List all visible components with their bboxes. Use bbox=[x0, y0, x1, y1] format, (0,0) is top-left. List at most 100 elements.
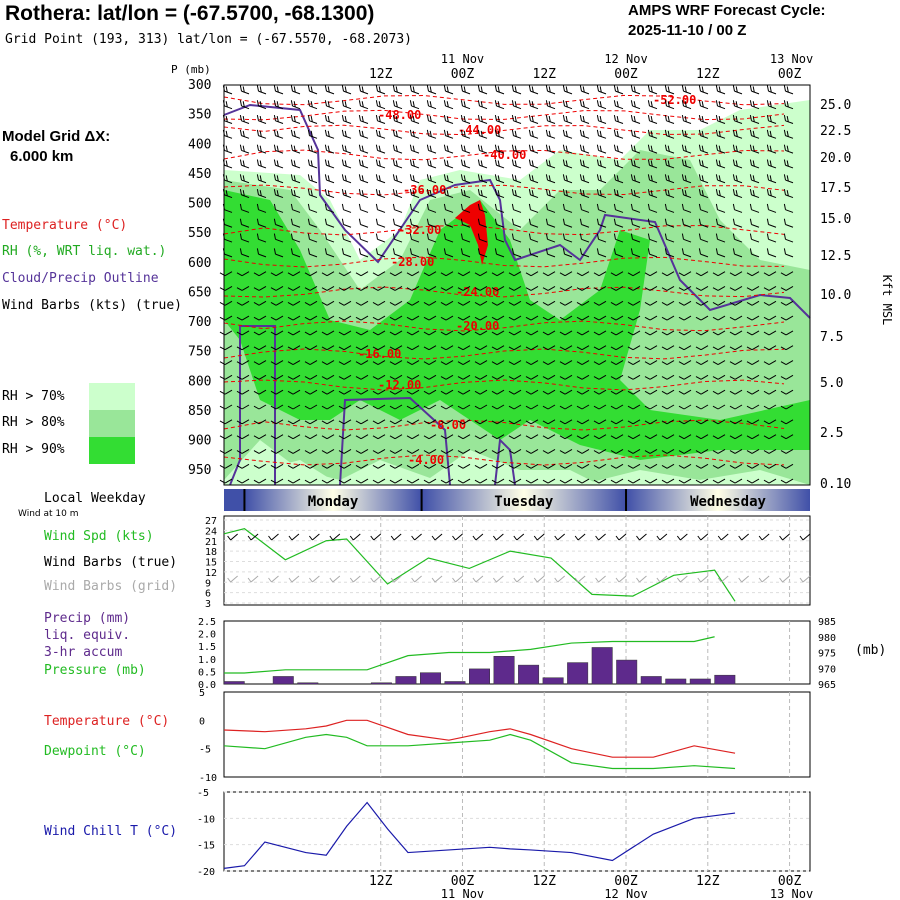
isotherm-label: -24.00 bbox=[456, 285, 499, 299]
wind-barb bbox=[749, 174, 760, 184]
temperature-tick-label: -5 bbox=[199, 745, 211, 756]
wind-speed-tick-label: 9 bbox=[205, 578, 211, 589]
wind-barb bbox=[780, 330, 794, 336]
wind-barb-true bbox=[717, 533, 729, 541]
wind-barb bbox=[766, 233, 777, 243]
wind-barb bbox=[423, 419, 437, 425]
wind-barb bbox=[579, 100, 590, 110]
wind-barb bbox=[763, 360, 777, 365]
height-axis-label: Kft MSL bbox=[880, 275, 894, 326]
cloud-outline-low-mid bbox=[339, 396, 451, 486]
wind-barb bbox=[681, 129, 692, 139]
wind-barb bbox=[780, 434, 794, 440]
wind-barb bbox=[423, 360, 437, 365]
wind-barb bbox=[290, 174, 301, 184]
precip-tick-label: 1.0 bbox=[198, 655, 216, 666]
wind-barb bbox=[559, 404, 573, 410]
wind-barb bbox=[477, 233, 488, 243]
wind-barb bbox=[715, 203, 726, 213]
wind-barb bbox=[236, 271, 250, 277]
wind-barb bbox=[644, 300, 658, 306]
wind-barb bbox=[409, 174, 420, 184]
wind-barb bbox=[253, 300, 267, 306]
wind-barb bbox=[542, 315, 556, 321]
wind-barb bbox=[749, 129, 760, 139]
wind-barb bbox=[542, 345, 556, 351]
wind-barb bbox=[746, 404, 760, 410]
wind-barb bbox=[695, 404, 709, 410]
wind-barb bbox=[491, 315, 505, 321]
wind-barb bbox=[746, 271, 760, 277]
wind-barb bbox=[698, 203, 709, 213]
wind-barb bbox=[576, 449, 590, 454]
wind-barb bbox=[392, 100, 403, 110]
wind-barb bbox=[746, 315, 760, 321]
wind-barb bbox=[542, 330, 556, 336]
date-label-bottom: 13 Nov bbox=[770, 887, 813, 900]
wind-speed-tick-label: 21 bbox=[205, 537, 217, 548]
wind-barb bbox=[545, 129, 556, 139]
wind-barb bbox=[542, 300, 556, 306]
wind-barb bbox=[290, 144, 301, 154]
isotherm-label: -28.00 bbox=[391, 255, 434, 269]
wind-barb bbox=[715, 85, 726, 95]
wind-barb bbox=[610, 449, 624, 454]
isotherm-line bbox=[223, 286, 785, 298]
wind-barb bbox=[304, 419, 318, 425]
wind-barb-true bbox=[615, 533, 627, 541]
wind-barb bbox=[695, 286, 709, 291]
isotherm-label: -52.00 bbox=[653, 93, 696, 107]
wind-barb bbox=[392, 203, 403, 213]
wind-barb bbox=[576, 286, 590, 291]
model-grid-title: Model Grid ΔX: bbox=[2, 128, 111, 145]
wind-barb bbox=[253, 463, 267, 469]
precip-bar bbox=[542, 677, 564, 685]
wind-barb bbox=[253, 389, 267, 395]
wind-barb bbox=[409, 159, 420, 169]
wind-barb bbox=[579, 174, 590, 184]
wind-barb bbox=[729, 271, 743, 277]
wind-barb bbox=[627, 434, 641, 440]
wind-barb bbox=[678, 374, 692, 380]
wind-barb bbox=[545, 85, 556, 95]
wind-barb bbox=[423, 404, 437, 410]
wind-barb bbox=[307, 85, 318, 95]
wind-barb bbox=[542, 404, 556, 410]
precip-bar bbox=[395, 676, 417, 685]
wind-barb bbox=[525, 434, 539, 440]
wind-barb bbox=[525, 271, 539, 277]
wind-barb bbox=[593, 360, 607, 365]
wind-barb-grid bbox=[574, 575, 586, 583]
wind-barb bbox=[644, 478, 658, 484]
wind-barb bbox=[338, 463, 352, 469]
wind-barb bbox=[324, 100, 335, 110]
wind-barb bbox=[542, 374, 556, 380]
wind-barb bbox=[763, 271, 777, 277]
wind-barb bbox=[256, 100, 267, 110]
wind-barb bbox=[304, 434, 318, 440]
temperature-tick-label: 0 bbox=[199, 716, 205, 727]
wind-barb bbox=[477, 85, 488, 95]
height-tick-label: 12.5 bbox=[820, 249, 851, 264]
precip-bar bbox=[689, 678, 711, 685]
wind-barb bbox=[474, 360, 488, 365]
wind-barb bbox=[426, 233, 437, 243]
wind-barb bbox=[613, 144, 624, 154]
wind-barb bbox=[746, 463, 760, 469]
wind-barb-true bbox=[697, 533, 709, 541]
wind-barb bbox=[273, 218, 284, 228]
wind-barb bbox=[766, 248, 777, 258]
wind-speed-tick-label: 27 bbox=[205, 516, 217, 527]
pressure-label: Pressure (mb) bbox=[44, 663, 146, 678]
wind-barb bbox=[287, 345, 301, 351]
wind-barb bbox=[372, 315, 386, 321]
wind-barb bbox=[763, 449, 777, 454]
wind-barb bbox=[664, 203, 675, 213]
wind-barb bbox=[613, 203, 624, 213]
wind-barb bbox=[372, 389, 386, 395]
wind-barb bbox=[763, 478, 777, 484]
wind-barb bbox=[338, 404, 352, 410]
wind-barb bbox=[440, 478, 454, 484]
wind-barb bbox=[678, 389, 692, 395]
wind-barb bbox=[630, 144, 641, 154]
